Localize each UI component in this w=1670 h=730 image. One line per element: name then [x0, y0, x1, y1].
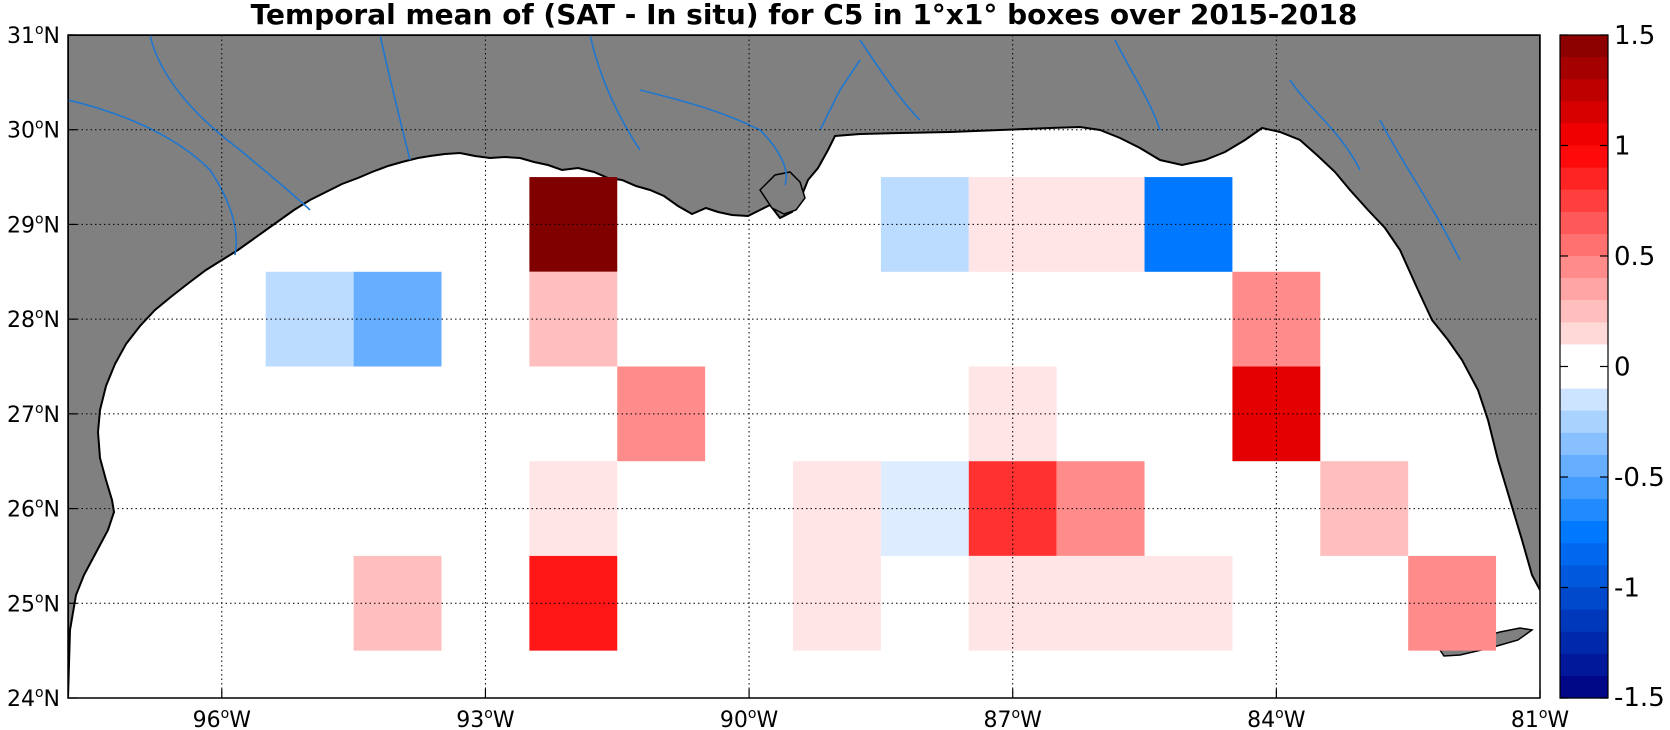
colorbar-segment	[1560, 344, 1608, 368]
y-tick-label: 29oN	[7, 211, 60, 238]
heatmap-cell	[880, 177, 969, 272]
heatmap-cell	[265, 271, 354, 367]
heatmap-cell	[1408, 555, 1497, 651]
colorbar-segment	[1560, 410, 1608, 434]
colorbar-segment	[1560, 145, 1608, 169]
colorbar-segment	[1560, 609, 1608, 633]
y-tick-label: 30oN	[7, 117, 60, 144]
colorbar-segment	[1560, 101, 1608, 124]
colorbar-segment	[1560, 521, 1608, 544]
colorbar-segment	[1560, 300, 1608, 323]
colorbar-tick-label: -1.5	[1614, 683, 1665, 713]
y-tick-label: 26oN	[7, 496, 60, 523]
heatmap-cell	[1056, 461, 1145, 556]
y-tick-label: 27oN	[7, 401, 60, 428]
colorbar-segment	[1560, 366, 1608, 390]
colorbar-segment	[1560, 432, 1608, 456]
colorbar-segment	[1560, 477, 1608, 500]
y-tick-label: 24oN	[7, 685, 60, 712]
heatmap-cell	[1144, 177, 1233, 272]
colorbar-segment	[1560, 256, 1608, 279]
colorbar-segment	[1560, 233, 1608, 257]
colorbar-segment	[1560, 167, 1608, 191]
land-mississippi-delta	[759, 171, 806, 215]
y-tick-label: 28oN	[7, 306, 60, 333]
colorbar-tick-label: -0.5	[1614, 463, 1665, 493]
colorbar-tick-label: 0.5	[1614, 242, 1655, 272]
plot-frame	[67, 34, 1541, 699]
colorbar-segment	[1560, 322, 1608, 345]
colorbar-segment	[1560, 189, 1608, 213]
x-tick-label: 90oW	[720, 706, 779, 730]
colorbar-segment	[1560, 211, 1608, 235]
colorbar-segment	[1560, 587, 1608, 611]
colorbar-segment	[1560, 499, 1608, 522]
y-tick-label: 31oN	[7, 22, 60, 49]
heatmap-cell	[793, 461, 881, 556]
heatmap-cell	[1144, 555, 1233, 651]
x-tick-label: 81oW	[1511, 706, 1570, 730]
colorbar-segment	[1560, 454, 1608, 478]
colorbar-segment	[1560, 543, 1608, 566]
heatmap-cell	[793, 555, 881, 651]
colorbar-segment	[1560, 631, 1608, 655]
land-layer	[68, 35, 1540, 698]
x-tick-label: 96oW	[193, 706, 252, 730]
y-axis-ticks: 24oN 25oN 26oN 27oN 28oN 29oN 30oN 31oN	[7, 22, 77, 712]
map-title: Temporal mean of (SAT - In situ) for C5 …	[250, 0, 1358, 31]
colorbar-tick-label: 1.5	[1614, 21, 1655, 51]
x-tick-label: 84oW	[1247, 706, 1306, 730]
colorbar-segment	[1560, 57, 1608, 80]
colorbar-segment	[1560, 388, 1608, 412]
x-tick-label: 87oW	[984, 706, 1043, 730]
colorbar-tick-label: -1	[1614, 574, 1640, 604]
colorbar: 1.5 1 0.5 0 -0.5 -1 -1.5	[1559, 21, 1665, 713]
y-tick-label: 25oN	[7, 590, 60, 617]
heatmap-cell	[1056, 555, 1145, 651]
colorbar-segment	[1560, 35, 1608, 58]
colorbar-segment	[1560, 123, 1608, 147]
colorbar-tick-label: 1	[1614, 132, 1631, 162]
heatmap-cell	[1056, 177, 1145, 272]
colorbar-tick-label: 0	[1614, 353, 1631, 383]
colorbar-segment	[1560, 675, 1608, 699]
x-axis-ticks: 96oW 93oW 90oW 87oW 84oW 81oW	[193, 689, 1570, 730]
land-northern-coast	[68, 35, 1540, 698]
river-lines	[68, 35, 1461, 261]
colorbar-segment	[1560, 278, 1608, 301]
heatmap-cell	[880, 461, 969, 556]
x-tick-label: 93oW	[456, 706, 515, 730]
colorbar-segment	[1560, 79, 1608, 102]
heatmap-cell	[617, 366, 706, 462]
colorbar-segment	[1560, 653, 1608, 677]
colorbar-segment	[1560, 565, 1608, 589]
